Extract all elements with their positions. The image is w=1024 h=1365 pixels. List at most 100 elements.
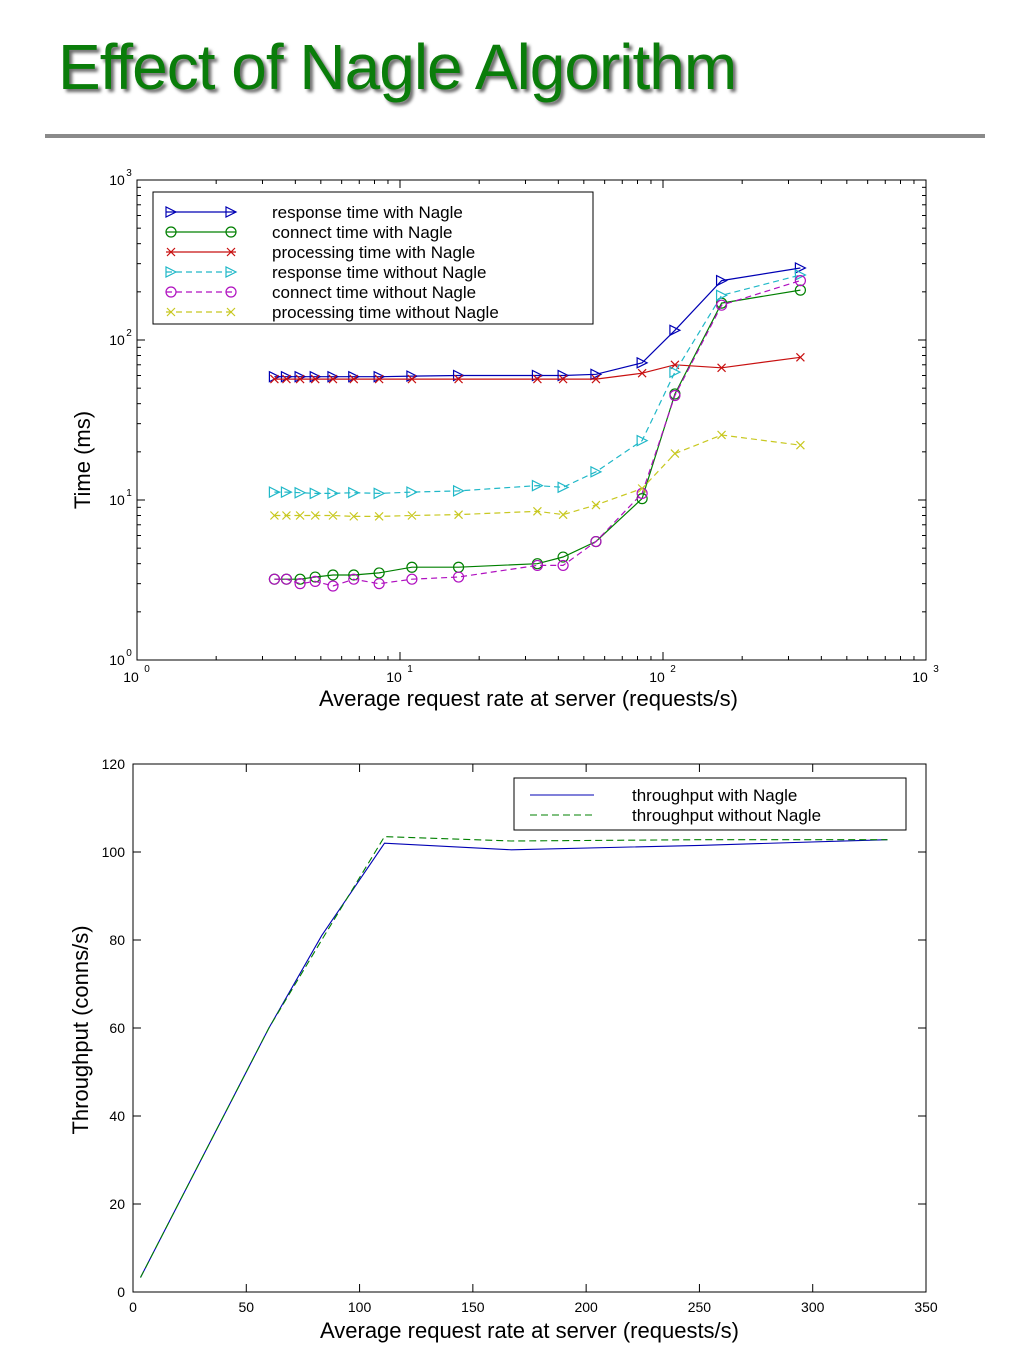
data-point <box>268 573 281 585</box>
data-point <box>349 374 359 384</box>
data-point <box>669 389 681 402</box>
data-point <box>328 511 338 520</box>
series-line-1 <box>140 836 888 1278</box>
data-point <box>557 551 569 563</box>
x-tick-exponent: 0 <box>144 664 150 675</box>
data-point <box>531 479 544 492</box>
data-point <box>309 571 321 583</box>
x-tick-label: 50 <box>238 1299 254 1315</box>
data-point <box>452 484 465 497</box>
data-point <box>294 573 306 585</box>
legend-marker <box>226 307 236 317</box>
legend-marker <box>165 266 178 278</box>
data-point <box>590 465 603 478</box>
legend-marker <box>225 266 238 278</box>
data-point <box>309 575 321 587</box>
x-tick-label: 10 <box>649 669 665 685</box>
data-point <box>558 510 568 520</box>
data-point <box>309 487 322 500</box>
data-point <box>794 268 807 281</box>
legend-label: connect time with Nagle <box>272 223 452 242</box>
data-point <box>407 511 417 520</box>
y-tick-label: 10 <box>109 332 125 348</box>
legend-box <box>513 777 907 831</box>
legend-marker <box>165 206 178 218</box>
legend-marker <box>165 226 177 238</box>
y-tick-label: 120 <box>102 756 126 772</box>
legend-label: throughput without Nagle <box>632 806 821 825</box>
series-line <box>274 267 801 378</box>
x-tick-label: 200 <box>574 1299 598 1315</box>
data-point <box>374 374 384 384</box>
data-point <box>670 449 680 459</box>
data-point <box>557 481 570 494</box>
x-tick-label: 10 <box>912 669 928 685</box>
data-point <box>349 511 359 521</box>
data-point <box>268 486 281 499</box>
legend-marker <box>225 206 238 218</box>
slide-title: Effect of Nagle Algorithm <box>58 31 737 103</box>
data-point <box>557 559 569 572</box>
data-point <box>280 486 293 499</box>
y-tick-label: 0 <box>117 1284 125 1300</box>
x-tick-exponent: 1 <box>407 664 413 675</box>
data-point <box>532 506 542 516</box>
data-point <box>282 511 291 520</box>
plot-frame <box>132 763 927 1293</box>
legend-marker <box>165 286 177 298</box>
data-point <box>636 434 649 447</box>
series-2 <box>269 352 805 384</box>
data-point <box>280 573 293 585</box>
y-tick-label: 10 <box>109 172 125 188</box>
data-point <box>454 374 463 384</box>
x-axis-label: Average request rate at server (requests… <box>320 1318 739 1343</box>
data-point <box>373 578 385 590</box>
x-tick-label: 0 <box>129 1299 137 1315</box>
y-tick-label: 20 <box>109 1196 125 1212</box>
data-point <box>717 363 726 373</box>
data-point <box>407 374 417 384</box>
legend-label: throughput with Nagle <box>632 786 797 805</box>
data-point <box>795 352 805 362</box>
x-tick-label: 10 <box>386 669 402 685</box>
data-point <box>282 374 291 384</box>
data-point <box>310 374 320 384</box>
data-point <box>327 569 339 581</box>
x-tick-exponent: 3 <box>933 664 939 675</box>
data-point <box>328 374 338 384</box>
y-axis-label: Time (ms) <box>70 411 95 509</box>
data-point <box>591 500 601 510</box>
data-point <box>406 573 418 585</box>
data-point <box>558 374 568 384</box>
x-axis-label: Average request rate at server (requests… <box>319 686 738 711</box>
y-tick-label: 10 <box>109 652 125 668</box>
data-point <box>269 511 279 520</box>
data-point <box>637 368 647 378</box>
series-line <box>274 274 801 495</box>
series-3 <box>268 268 807 500</box>
data-point <box>454 510 463 520</box>
data-point <box>406 561 418 573</box>
data-point <box>294 486 307 499</box>
legend-marker <box>166 247 176 257</box>
data-point <box>636 356 649 369</box>
data-point <box>374 511 384 521</box>
data-point <box>637 484 647 493</box>
data-point <box>794 261 807 274</box>
x-tick-label: 150 <box>461 1299 485 1315</box>
series-line <box>274 280 801 587</box>
data-point <box>327 487 340 500</box>
y-tick-label: 10 <box>109 492 125 508</box>
y-tick-exponent: 1 <box>126 488 132 499</box>
throughput-chart: 0 50 100 150 200 250 300 350 0 20 40 60 80 100 120 thro… <box>68 756 938 1343</box>
x-tick-label: 250 <box>688 1299 712 1315</box>
legend-marker <box>225 226 237 238</box>
data-point <box>348 569 360 581</box>
x-tick-exponent: 2 <box>670 664 676 675</box>
x-tick-label: 10 <box>123 669 139 685</box>
y-tick-exponent: 0 <box>126 648 132 659</box>
data-point <box>348 486 361 499</box>
